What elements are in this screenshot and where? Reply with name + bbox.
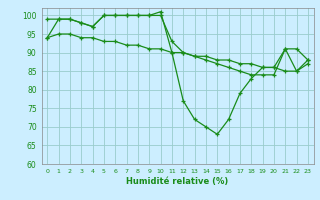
X-axis label: Humidité relative (%): Humidité relative (%) [126, 177, 229, 186]
